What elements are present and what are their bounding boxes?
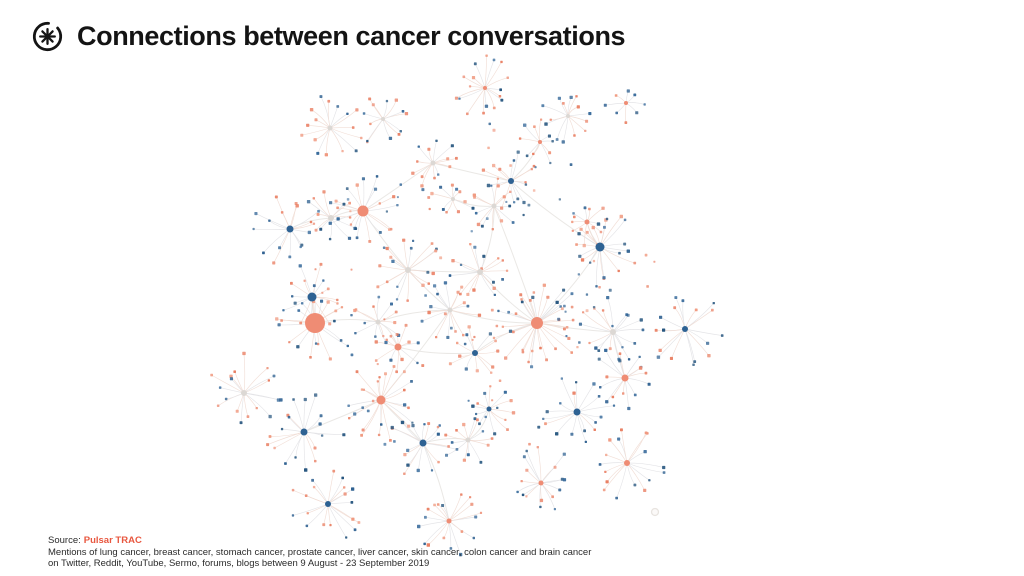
source-label: Source: (48, 535, 81, 546)
source-row: Source: Pulsar TRAC (48, 535, 591, 547)
source-link[interactable]: Pulsar TRAC (83, 535, 142, 546)
page-title: Connections between cancer conversations (77, 20, 626, 51)
header: Connections between cancer conversations (31, 20, 626, 53)
caption-line-1: Mentions of lung cancer, breast cancer, … (48, 546, 592, 558)
caption-line-2: on Twitter, Reddit, YouTube, Sermo, foru… (48, 558, 430, 569)
pulsar-logo-icon (32, 21, 63, 52)
source-footer: Source: Pulsar TRAC Mentions of lung canc… (48, 535, 591, 570)
